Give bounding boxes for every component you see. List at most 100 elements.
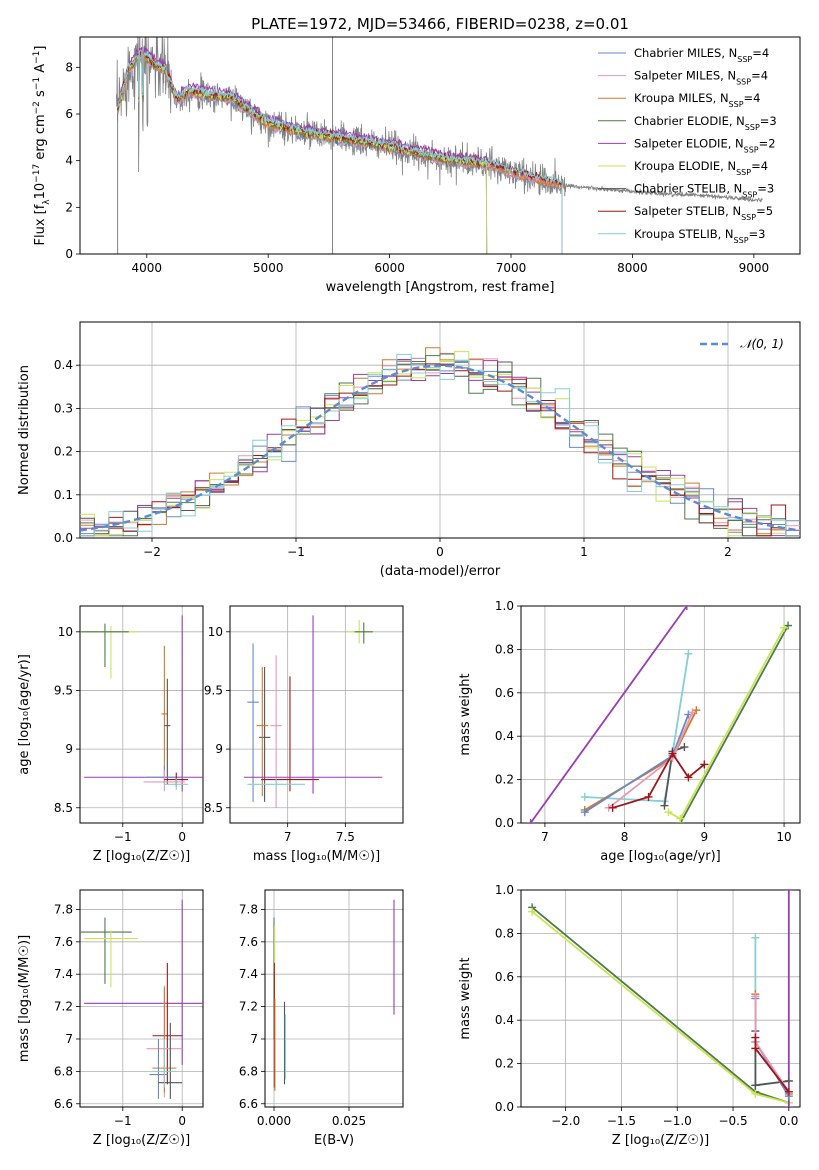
weight_vs_age-lines	[526, 606, 793, 823]
chabrier-elodie-errorbar	[81, 623, 129, 667]
y-tick-label: 0.1	[54, 488, 73, 502]
y-tick-label: 1.0	[495, 883, 514, 897]
legend-entry: Chabrier MILES, NSSP=4	[634, 46, 769, 64]
salpeter-stelib-model-line	[117, 49, 563, 254]
mass_vs_ebv-errorbars	[273, 899, 395, 1091]
age_vs_mass-errorbars	[243, 615, 383, 808]
legend-entry: Salpeter ELODIE, NSSP=2	[634, 136, 776, 154]
y-tick-label: 6.6	[239, 1097, 258, 1111]
legend-subscript: SSP	[742, 190, 757, 199]
chabrier-stelib-errorbar	[258, 666, 271, 802]
x-tick-label: −0.5	[718, 1114, 747, 1128]
legend-subscript: SSP	[745, 122, 760, 131]
legend-value: =4	[744, 91, 761, 105]
x-tick-label: 5000	[253, 261, 284, 275]
legend-entry: Chabrier ELODIE, NSSP=3	[634, 114, 777, 132]
y-axis-label: mass [log₁₀(M/M☉)]	[17, 935, 32, 1062]
legend-text: Salpeter ELODIE, N	[634, 136, 744, 150]
legend-entry: Kroupa STELIB, NSSP=3	[634, 227, 765, 245]
y-tick-label: 4	[65, 154, 73, 168]
y-tick-label: 9	[65, 742, 73, 756]
salpeter-elodie-errorbar	[243, 615, 383, 794]
kroupa-elodie-errorbar	[84, 930, 138, 988]
gaussian-curve	[80, 364, 800, 532]
legend-entry: Salpeter STELIB, NSSP=5	[634, 204, 773, 222]
y-tick-label: 7	[250, 1032, 258, 1046]
x-tick-label: −1	[114, 830, 132, 844]
chabrier-stelib-errorbar	[158, 1022, 183, 1099]
kroupa-miles-errorbar	[161, 645, 168, 785]
x-tick-label: −1.0	[663, 1114, 692, 1128]
y-label-part: ]	[33, 46, 48, 51]
x-tick-label: 8000	[617, 261, 648, 275]
x-tick-label: 6000	[374, 261, 405, 275]
chabrier-stelib-errorbar	[164, 678, 171, 785]
x-tick-label: 2	[724, 545, 732, 559]
chabrier-stelib-weight-line	[754, 1031, 789, 1087]
y-axis-label: Normed distribution	[17, 365, 32, 495]
legend-text: Salpeter MILES, N	[634, 69, 736, 83]
kroupa-stelib-model-line	[117, 49, 563, 254]
y-tick-label: 0.2	[495, 1057, 514, 1071]
y-tick-label: 8.5	[204, 801, 223, 815]
y-tick-label: 9	[215, 742, 223, 756]
y-tick-label: 6.8	[54, 1064, 73, 1078]
legend-value: =5	[756, 204, 773, 218]
y-tick-label: 7.6	[54, 935, 73, 949]
chabrier-elodie-errorbar	[80, 917, 132, 984]
y-tick-label: 0.8	[495, 642, 514, 656]
x-tick-label: 7	[284, 830, 292, 844]
weight_vs_Z-axes: −2.0 −1.5 −1.0 −0.5 0.0 0.0 0.2 0.4 0.6 0.8 1.0 Z […	[458, 883, 801, 1148]
y-tick-label: 0.2	[495, 773, 514, 787]
x-tick-label: 7000	[496, 261, 527, 275]
plot-frame	[79, 321, 801, 539]
kroupa-elodie-histogram	[80, 351, 800, 537]
legend-value: =2	[759, 136, 776, 150]
x-tick-label: 0.025	[332, 1114, 366, 1128]
salpeter-miles-errorbar	[143, 770, 186, 792]
weight_vs_age-axes: 7 8 9 10 0.0 0.2 0.4 0.6 0.8 1.0 age [log₁₀(age/yr…	[458, 599, 801, 864]
x-tick-label: 10	[776, 830, 791, 844]
y-label-part: A	[33, 64, 48, 77]
legend-subscript: SSP	[736, 168, 751, 177]
x-axis-label: Z [log₁₀(Z/Z☉)]	[93, 849, 190, 864]
legend-subscript: SSP	[744, 145, 759, 154]
y-tick-label: 7.4	[239, 967, 258, 981]
mass_vs_ebv-axes: 0.000 0.025 6.6 6.8 7 7.2 7.4 7.6 7.8 E(B-V)	[239, 889, 404, 1148]
y-label-part: −1	[32, 51, 42, 64]
chabrier-elodie-histogram	[80, 353, 800, 537]
x-tick-label: −2.0	[551, 1114, 580, 1128]
y-label-part: −17	[32, 164, 42, 183]
legend-entry: Kroupa MILES, NSSP=4	[634, 91, 760, 109]
y-label-part: 10	[33, 183, 48, 200]
y-tick-label: 9.5	[54, 683, 73, 697]
y-axis-label: age [log₁₀(age/yr)]	[17, 654, 32, 775]
x-tick-label: 4000	[132, 261, 163, 275]
salpeter-miles-model-line	[117, 54, 563, 254]
salpeter-stelib-errorbar	[152, 962, 183, 1085]
spectrum-axes: 4000 5000 6000 7000 8000 9000 0 2 4 6 8 wavelength …	[65, 36, 801, 295]
plot-frame	[79, 889, 204, 1108]
x-tick-label: −1.5	[607, 1114, 636, 1128]
legend-value: =4	[752, 46, 769, 60]
age_vs_mass-axes: 7 7.5 8.5 9 9.5 10 mass [log₁₀(M/M☉)]	[204, 605, 404, 864]
plot-frame	[520, 605, 801, 824]
legend-subscript: SSP	[729, 100, 744, 109]
y-tick-label: 0.2	[54, 445, 73, 459]
y-tick-label: 2	[65, 200, 73, 214]
legend-entry: Salpeter MILES, NSSP=4	[634, 69, 768, 87]
legend-value: =3	[760, 114, 777, 128]
y-tick-label: 0.0	[54, 531, 73, 545]
x-tick-label: 0	[178, 830, 186, 844]
legend-text: Chabrier ELODIE, N	[634, 114, 745, 128]
legend-text: Kroupa ELODIE, N	[634, 159, 736, 173]
y-label-part: −2	[32, 101, 42, 114]
kroupa-miles-weight-line	[754, 994, 790, 1095]
salpeter-elodie-errorbar	[84, 899, 203, 1065]
plot-frame	[264, 889, 404, 1108]
y-tick-label: 7.2	[239, 1000, 258, 1014]
mass_vs_Z-axes: −1 0 6.6 6.8 7 7.2 7.4 7.6 7.8 Z [log₁₀(Z/Z☉)] mas…	[17, 889, 204, 1148]
legend-subscript: SSP	[737, 55, 752, 64]
